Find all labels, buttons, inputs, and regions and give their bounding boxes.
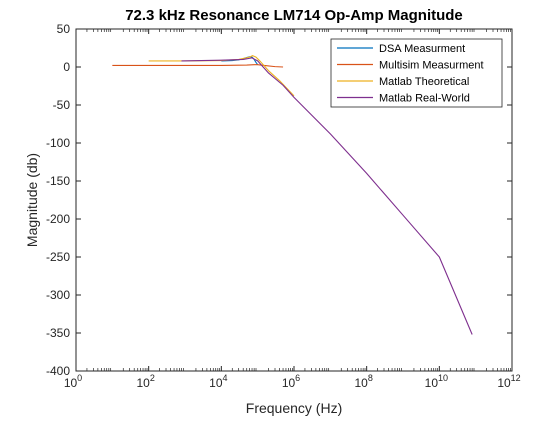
x-tick-label: 106 (282, 373, 300, 390)
series-line-3 (181, 57, 473, 335)
legend-label: DSA Measurment (379, 43, 465, 55)
y-tick-label: -50 (53, 98, 71, 112)
x-tick-label: 108 (354, 373, 372, 390)
legend-box (330, 38, 503, 108)
legend-items: DSA Measurment Multisim Measurment Matlab … (337, 43, 484, 105)
legend-label: Matlab Real-World (379, 93, 470, 105)
y-tick-label: -200 (46, 212, 70, 226)
y-tick-label: -150 (46, 174, 70, 188)
legend-label: Matlab Theoretical (379, 76, 469, 88)
y-tick-label: -350 (46, 326, 70, 340)
series-layer (112, 55, 473, 335)
x-tick-label: 1010 (425, 373, 448, 390)
y-tick-label: 50 (57, 22, 71, 36)
x-tick-label: 104 (209, 373, 227, 390)
y-tick-label: -400 (46, 364, 70, 378)
x-axis-label: Frequency (Hz) (246, 400, 342, 416)
legend: DSA Measurment Multisim Measurment Matlab … (330, 38, 503, 108)
y-tick-label: -300 (46, 288, 70, 302)
series-line-1 (112, 64, 284, 68)
y-tick-label: 0 (63, 60, 70, 74)
legend-label: Multisim Measurment (379, 60, 484, 72)
tick-layer: 100 102 104 106 108 1010 1012 50 0 -50 -100 -150 -20… (46, 22, 521, 390)
x-tick-label: 102 (136, 373, 154, 390)
chart-title: 72.3 kHz Resonance LM714 Op-Amp Magnitud… (125, 7, 463, 24)
x-tick-label: 1012 (497, 373, 520, 390)
y-tick-label: -100 (46, 136, 70, 150)
y-tick-label: -250 (46, 250, 70, 264)
y-axis-label: Magnitude (db) (24, 153, 40, 247)
x-tick-label: 100 (64, 373, 82, 390)
